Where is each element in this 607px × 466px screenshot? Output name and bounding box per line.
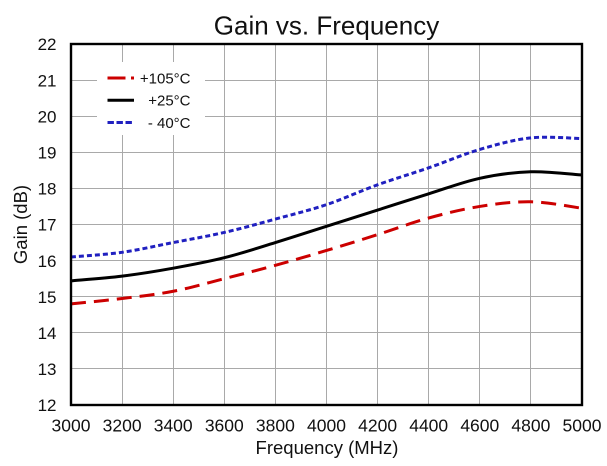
x-tick-label: 4000 — [307, 416, 346, 436]
series-line-0 — [70, 200, 583, 306]
y-tick-label: 19 — [38, 144, 57, 163]
x-tick-label: 5000 — [563, 416, 602, 436]
tick-labels: 3000 3200 3400 3600 3800 4000 4200 4400 4600 4800… — [38, 35, 602, 435]
legend-label-1: +25°C — [148, 93, 190, 110]
grid-lines — [71, 44, 582, 405]
x-tick-label: 3000 — [52, 416, 91, 436]
y-tick-label: 14 — [38, 324, 57, 343]
chart-title: Gain vs. Frequency — [214, 11, 439, 41]
x-tick-label: 3600 — [205, 416, 244, 436]
y-tick-label: 12 — [38, 396, 57, 415]
legend: +105°C +25°C - 40°C — [97, 62, 205, 135]
data-series — [70, 135, 583, 306]
y-tick-label: 17 — [38, 216, 57, 235]
x-tick-label: 4400 — [409, 416, 448, 436]
x-tick-label: 4800 — [511, 416, 550, 436]
y-tick-label: 22 — [38, 35, 57, 54]
y-tick-label: 13 — [38, 360, 57, 379]
plot-border — [69, 42, 584, 407]
x-tick-label: 3200 — [103, 416, 142, 436]
legend-label-2: - 40°C — [148, 115, 191, 132]
legend-label-0: +105°C — [140, 70, 191, 87]
x-tick-label: 4600 — [460, 416, 499, 436]
plot-frame — [69, 42, 584, 407]
series-line-1 — [70, 170, 583, 283]
x-tick-label: 3400 — [154, 416, 193, 436]
legend-background — [97, 62, 205, 135]
y-tick-label: 15 — [38, 288, 57, 307]
x-tick-label: 4200 — [358, 416, 397, 436]
y-tick-label: 18 — [38, 180, 57, 199]
y-tick-label: 21 — [38, 71, 57, 90]
series-line-2 — [70, 135, 583, 259]
y-tick-label: 20 — [38, 107, 57, 126]
y-tick-label: 16 — [38, 252, 57, 271]
x-axis-title: Frequency (MHz) — [256, 437, 399, 458]
y-axis-title: Gain (dB) — [10, 185, 31, 264]
x-tick-label: 3800 — [256, 416, 295, 436]
